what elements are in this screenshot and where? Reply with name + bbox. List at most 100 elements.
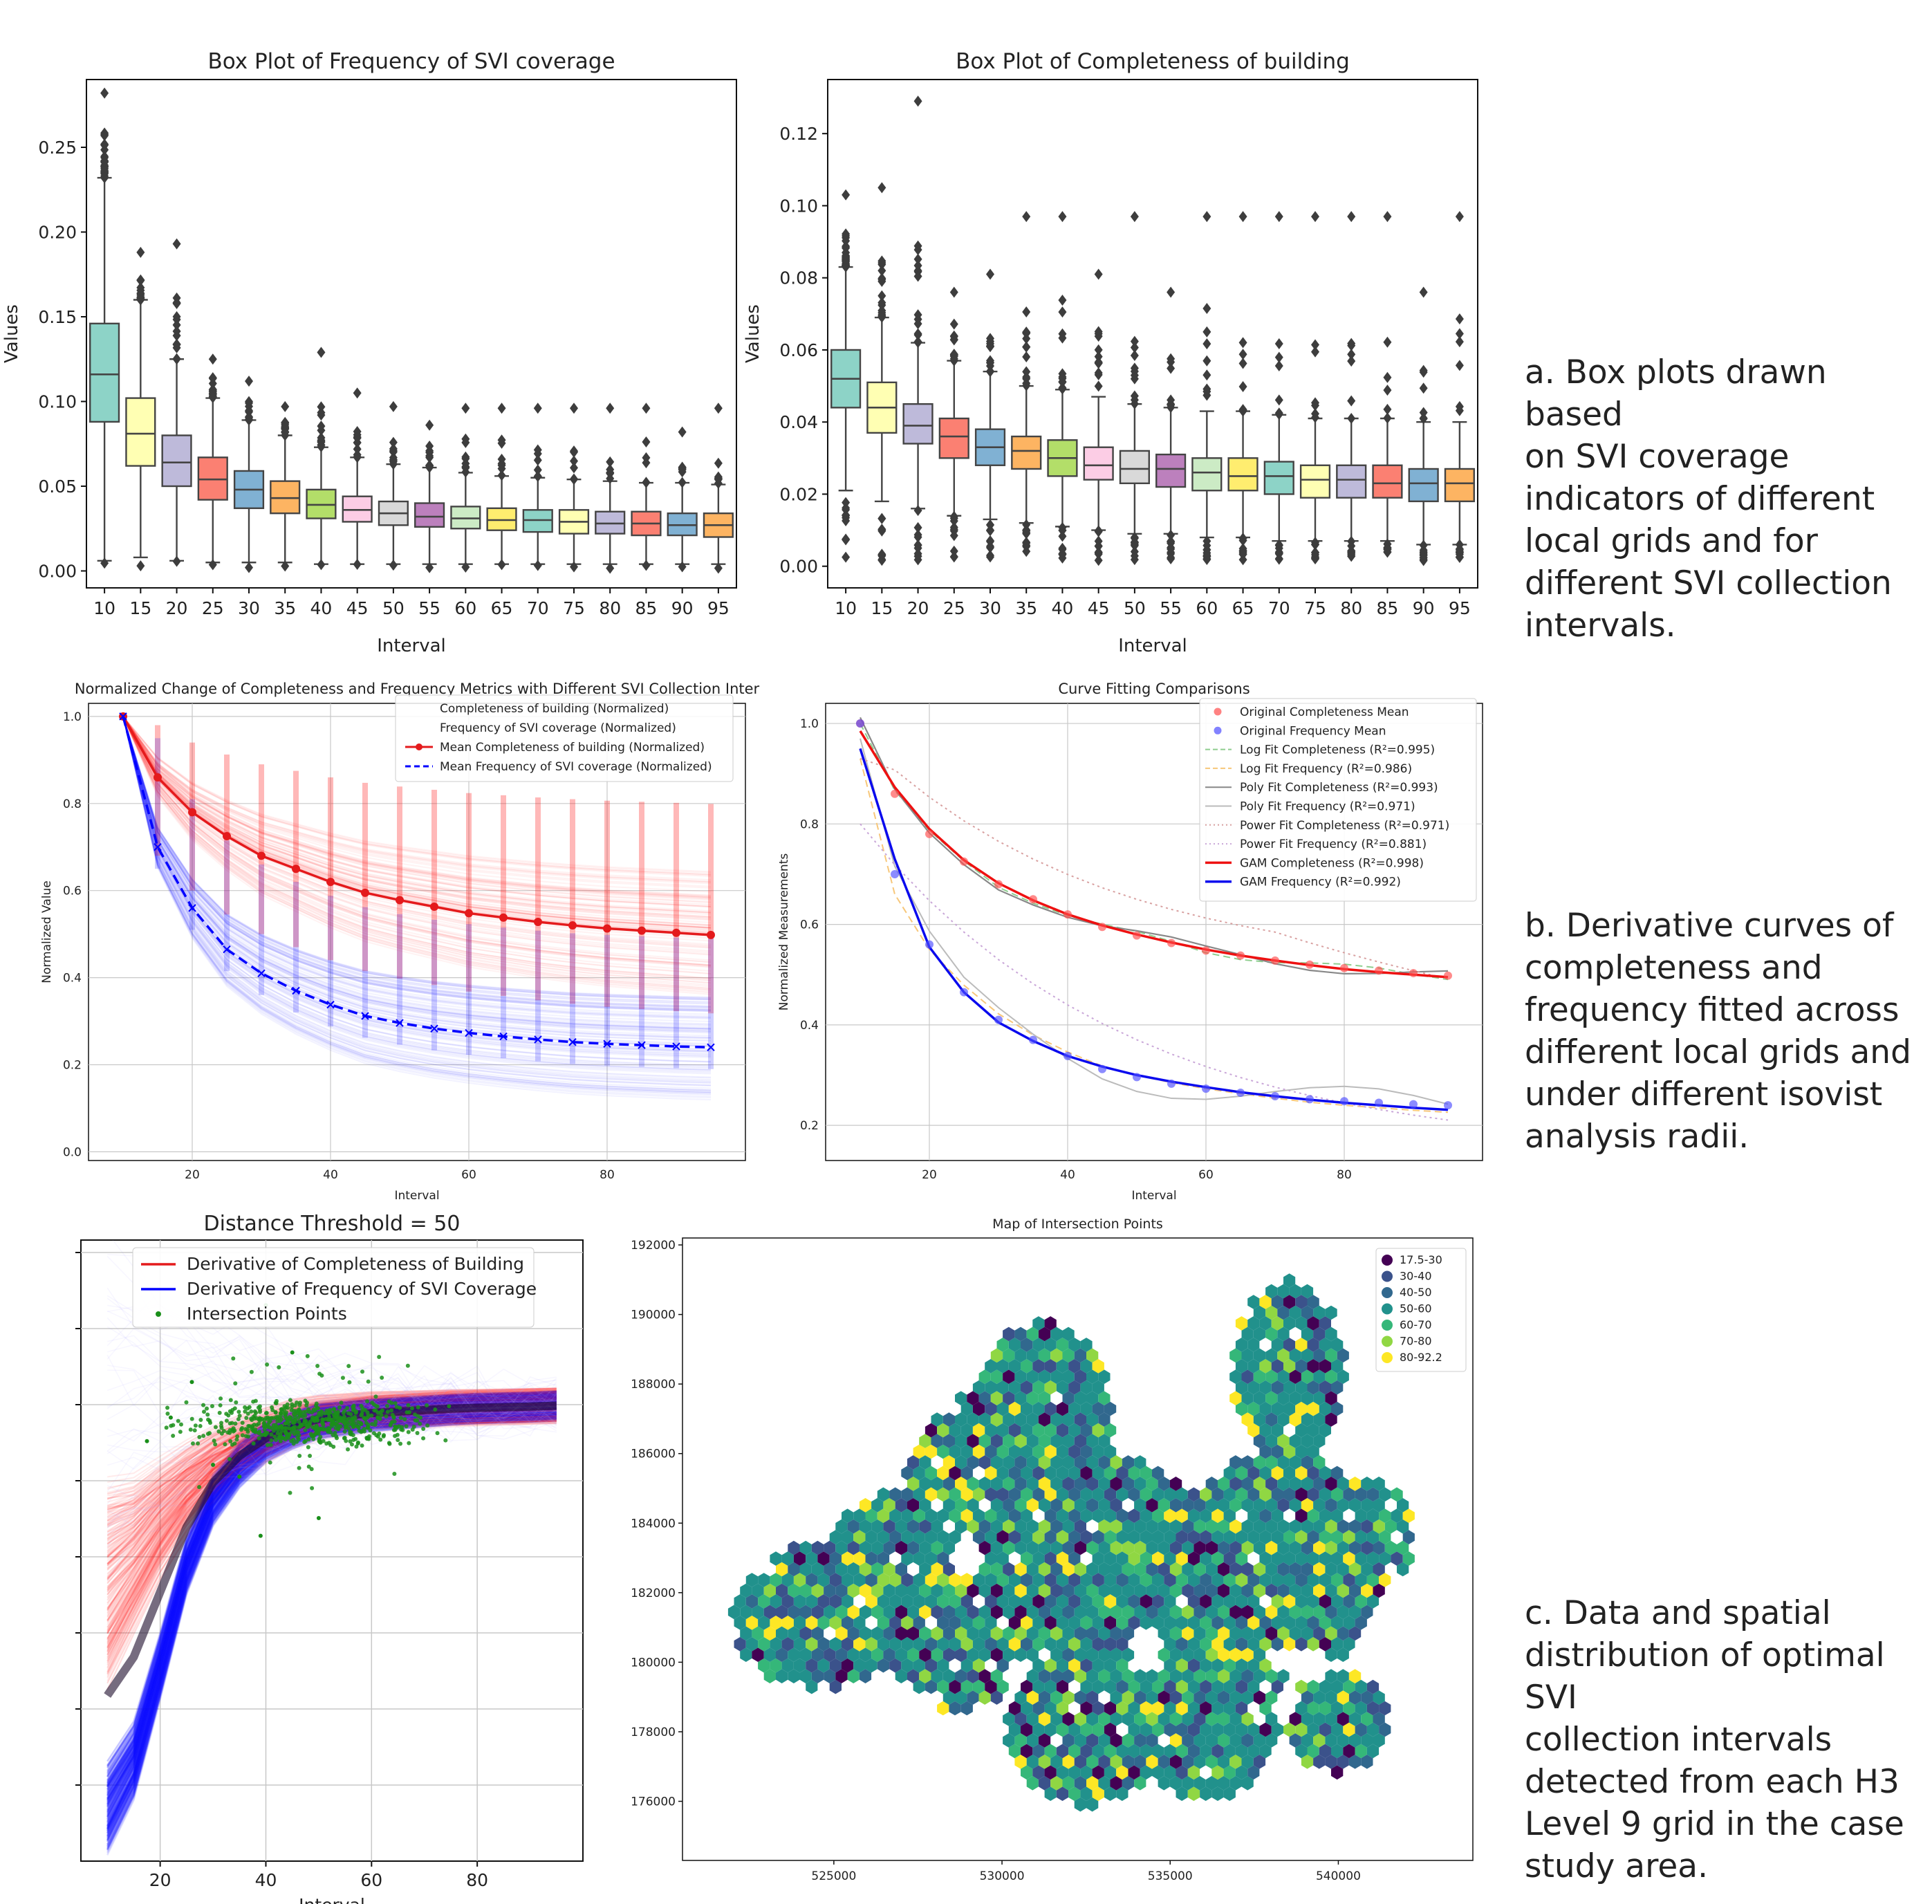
outlier-point [570, 561, 578, 573]
intersection-point [218, 1403, 223, 1407]
frequency-derivative-curve [106, 1394, 557, 1773]
h3-cell [811, 1626, 824, 1641]
h3-cell [1265, 1434, 1278, 1448]
intersection-point [354, 1444, 359, 1449]
h3-cell [842, 1508, 854, 1523]
intersection-point [269, 1438, 274, 1443]
h3-cell [1205, 1605, 1218, 1620]
h3-cell [781, 1594, 794, 1609]
intersection-point [178, 1430, 183, 1434]
h3-cell [1265, 1712, 1278, 1726]
intersection-point [435, 1431, 440, 1436]
h3-cell [1247, 1744, 1260, 1759]
h3-cell [1283, 1401, 1296, 1416]
h3-cell [1140, 1530, 1152, 1544]
h3-cell [1182, 1540, 1194, 1555]
h3-cell [1014, 1733, 1027, 1748]
chart-title: Box Plot of Frequency of SVI coverage [207, 49, 615, 74]
intersection-point [349, 1442, 354, 1447]
grid-curve-frequency [122, 716, 712, 1089]
h3-cell [972, 1423, 985, 1438]
h3-cell [1331, 1722, 1344, 1737]
h3-cell [1325, 1626, 1337, 1641]
h3-cell [1218, 1755, 1230, 1769]
h3-cell [1092, 1401, 1104, 1416]
h3-cell [907, 1498, 920, 1513]
h3-cell [1259, 1466, 1272, 1481]
intersection-point [165, 1405, 170, 1410]
intersection-point [425, 1423, 430, 1428]
outlier-point [461, 562, 470, 573]
frequency-derivative-curve [106, 1414, 557, 1831]
h3-cell [1313, 1455, 1326, 1470]
mean-completeness-point [292, 865, 300, 874]
h3-cell [1313, 1369, 1326, 1384]
outlier-point [100, 144, 109, 156]
intersection-point [193, 1423, 198, 1428]
h3-cell [1218, 1605, 1230, 1620]
h3-cell [752, 1626, 764, 1641]
intersection-point [309, 1467, 314, 1472]
intersection-point [378, 1416, 382, 1421]
h3-cell [817, 1594, 830, 1609]
h3-cell [1379, 1551, 1391, 1566]
h3-cell [1247, 1423, 1260, 1438]
h3-cell [1152, 1744, 1164, 1759]
h3-cell [1152, 1616, 1164, 1630]
outlier-point [1202, 302, 1211, 314]
h3-cell [1193, 1690, 1206, 1705]
h3-cell [1008, 1701, 1021, 1716]
h3-cell [1056, 1637, 1069, 1652]
outlier-point [1094, 268, 1103, 280]
h3-cell [1271, 1444, 1283, 1459]
h3-cell [1003, 1391, 1015, 1405]
outlier-point [172, 353, 181, 364]
intersection-point [339, 1401, 344, 1405]
h3-cell [1080, 1466, 1093, 1481]
h3-cell [1205, 1626, 1218, 1641]
h3-cell [1038, 1605, 1051, 1620]
h3-cell [806, 1658, 818, 1673]
h3-cell [1110, 1775, 1122, 1791]
h3-cell [972, 1380, 985, 1395]
plot-frame [86, 79, 737, 589]
mean-completeness-point [707, 930, 715, 939]
outlier-point [172, 342, 181, 353]
h3-cell [931, 1626, 943, 1641]
h3-cell [811, 1647, 824, 1662]
intersection-point [390, 1420, 395, 1425]
intersection-point [234, 1400, 239, 1405]
h3-cell [1277, 1540, 1290, 1555]
h3-cell [1146, 1498, 1158, 1513]
h3-cell [1259, 1637, 1272, 1652]
h3-cell [1289, 1733, 1301, 1748]
frequency-derivative-curve [106, 1391, 557, 1766]
outlier-point [1274, 548, 1283, 560]
h3-cell [1032, 1594, 1045, 1609]
grid-curve-completeness [122, 716, 712, 945]
h3-cell [859, 1647, 872, 1662]
h3-cell [1247, 1380, 1260, 1395]
grid-curve-completeness [122, 716, 712, 966]
h3-cell [1337, 1477, 1349, 1491]
h3-cell [835, 1605, 848, 1620]
h3-cell [1211, 1487, 1224, 1502]
h3-cell [1098, 1669, 1111, 1683]
h3-cell [1355, 1508, 1367, 1523]
h3-cell [1038, 1775, 1051, 1791]
h3-cell [1080, 1359, 1093, 1374]
h3-cell [1307, 1380, 1319, 1395]
h3-cell [806, 1551, 818, 1566]
h3-cell [1176, 1765, 1188, 1780]
completeness-mean-point [994, 880, 1003, 889]
h3-cell [1235, 1701, 1248, 1716]
intersection-point [233, 1381, 238, 1386]
h3-cell [907, 1540, 920, 1555]
grid-curve-completeness [122, 716, 712, 883]
h3-cell [1080, 1338, 1093, 1352]
outlier-point [714, 457, 723, 469]
grid-curve-completeness [122, 716, 712, 883]
grid-curve-frequency [122, 716, 712, 1034]
outlier-point [913, 95, 922, 107]
completeness-mean-point [1236, 951, 1245, 960]
